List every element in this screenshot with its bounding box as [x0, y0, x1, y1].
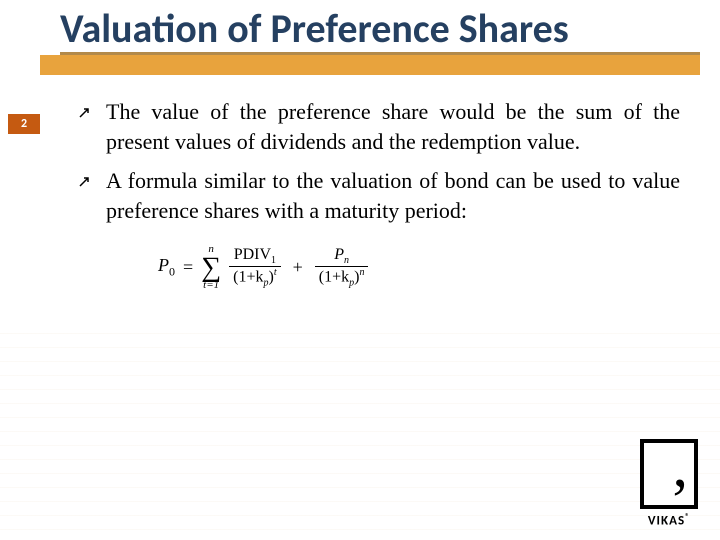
plus-sign: + [289, 257, 307, 278]
page-number-box: 2 [8, 114, 40, 134]
den-exp: t [274, 267, 277, 278]
fraction-term-1: PDIV1 (1+kp)t [229, 246, 280, 289]
sigma-block: n ∑ t=1 [201, 244, 221, 291]
sigma-symbol: ∑ [201, 255, 221, 280]
accent-band [40, 55, 700, 75]
formula-var: P [158, 255, 169, 275]
logo-comma-icon: , [673, 435, 689, 497]
formula-lhs: P0 [158, 255, 175, 280]
list-item: A formula similar to the valuation of bo… [78, 166, 680, 225]
numerator: PDIV1 [230, 246, 280, 266]
formula: P0 = n ∑ t=1 PDIV1 (1+kp)t + Pn [158, 244, 680, 291]
den-base: (1+k [319, 269, 349, 286]
num-var: P [334, 246, 344, 263]
sigma-lower-limit: t=1 [203, 280, 219, 291]
logo-registered: ® [685, 512, 690, 522]
logo-mark: , [640, 439, 698, 509]
denominator: (1+kp)n [315, 267, 369, 289]
formula-sub: 0 [169, 265, 175, 279]
denominator: (1+kp)t [229, 267, 280, 289]
bullet-text: The value of the preference share would … [106, 97, 680, 156]
bullet-arrow-icon [78, 172, 96, 193]
slide: { "slide": { "title": "Valuation of Pref… [0, 0, 720, 540]
bullet-text: A formula similar to the valuation of bo… [106, 166, 680, 225]
logo-name: VIKAS [648, 513, 685, 528]
content-area: The value of the preference share would … [0, 75, 720, 291]
list-item: The value of the preference share would … [78, 97, 680, 156]
den-base: (1+k [233, 269, 263, 286]
numerator: Pn [330, 246, 353, 266]
title-area: Valuation of Preference Shares [0, 0, 720, 50]
bullet-arrow-icon [78, 103, 96, 124]
background-stripes [0, 320, 720, 540]
den-exp: n [359, 267, 364, 278]
slide-title: Valuation of Preference Shares [60, 8, 720, 50]
num-text: PDIV [234, 246, 271, 263]
num-sub: 1 [271, 255, 276, 266]
num-sub: n [344, 255, 349, 266]
fraction-term-2: Pn (1+kp)n [315, 246, 369, 289]
publisher-logo: , VIKAS® [640, 439, 698, 528]
equals-sign: = [183, 257, 193, 278]
page-number: 2 [21, 117, 27, 131]
logo-text: VIKAS® [640, 512, 698, 528]
